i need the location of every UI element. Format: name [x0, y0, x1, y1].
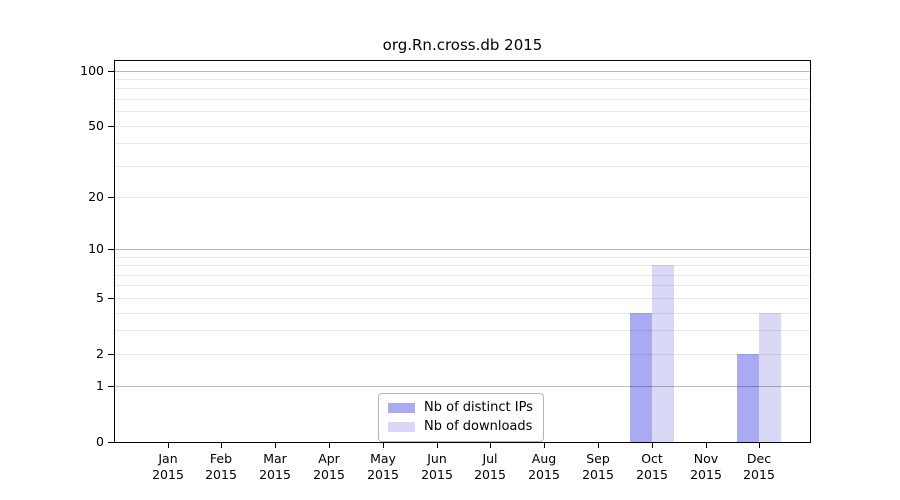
x-tick-label: Apr 2015 — [313, 451, 345, 482]
bar-downloads — [759, 312, 782, 442]
y-tick-label: 2 — [96, 346, 104, 361]
x-tick-label: Mar 2015 — [259, 451, 291, 482]
x-tick-mark — [706, 443, 707, 448]
legend-item-distinct-ips: Nb of distinct IPs — [388, 400, 533, 416]
x-tick-label: Oct 2015 — [636, 451, 668, 482]
y-tick-mark — [108, 298, 114, 299]
y-gridline — [115, 71, 810, 72]
y-gridline — [115, 197, 810, 198]
x-tick-label: Aug 2015 — [528, 451, 560, 482]
x-tick-mark — [652, 443, 653, 448]
y-gridline — [115, 298, 810, 299]
y-tick-mark — [108, 249, 114, 250]
x-tick-label: Jul 2015 — [474, 451, 506, 482]
y-gridline — [115, 257, 810, 258]
y-gridline — [115, 99, 810, 100]
y-gridline — [115, 265, 810, 266]
y-tick-label: 20 — [88, 189, 104, 204]
distinct-ips-swatch-icon — [388, 403, 415, 413]
y-tick-label: 1 — [96, 378, 104, 393]
x-tick-label: Nov 2015 — [690, 451, 722, 482]
y-tick-mark — [108, 126, 114, 127]
legend-label-downloads: Nb of downloads — [424, 419, 533, 434]
x-tick-mark — [437, 443, 438, 448]
x-tick-mark — [759, 443, 760, 448]
x-tick-mark — [544, 443, 545, 448]
downloads-swatch-icon — [388, 422, 415, 432]
y-tick-label: 5 — [96, 290, 104, 305]
y-gridline — [115, 166, 810, 167]
legend-label-distinct-ips: Nb of distinct IPs — [424, 400, 533, 415]
x-tick-mark — [329, 443, 330, 448]
y-tick-mark — [108, 386, 114, 387]
y-gridline — [115, 79, 810, 80]
x-tick-mark — [598, 443, 599, 448]
y-tick-mark — [108, 197, 114, 198]
bar-distinct-ips — [737, 353, 760, 442]
y-tick-mark — [108, 442, 114, 443]
y-gridline — [115, 111, 810, 112]
y-gridline — [115, 88, 810, 89]
y-gridline — [115, 386, 810, 387]
y-gridline — [115, 126, 810, 127]
chart-title: org.Rn.cross.db 2015 — [382, 36, 543, 54]
y-gridline — [115, 143, 810, 144]
y-gridline — [115, 275, 810, 276]
y-tick-mark — [108, 71, 114, 72]
bar-distinct-ips — [629, 312, 652, 442]
bar-downloads — [651, 265, 674, 442]
legend-item-downloads: Nb of downloads — [388, 419, 533, 435]
y-tick-mark — [108, 354, 114, 355]
y-tick-label: 0 — [96, 434, 104, 449]
x-tick-mark — [221, 443, 222, 448]
y-gridline — [115, 330, 810, 331]
x-tick-label: Dec 2015 — [743, 451, 775, 482]
legend: Nb of distinct IPs Nb of downloads — [378, 393, 544, 442]
x-tick-label: Sep 2015 — [582, 451, 614, 482]
x-tick-label: Jan 2015 — [152, 451, 184, 482]
y-gridline — [115, 285, 810, 286]
x-tick-mark — [168, 443, 169, 448]
x-tick-label: May 2015 — [367, 451, 399, 482]
y-tick-label: 10 — [88, 241, 104, 256]
plot-area — [114, 60, 811, 443]
y-gridline — [115, 313, 810, 314]
x-tick-mark — [275, 443, 276, 448]
x-tick-label: Jun 2015 — [421, 451, 453, 482]
y-tick-label: 50 — [88, 118, 104, 133]
y-gridline — [115, 354, 810, 355]
y-gridline — [115, 249, 810, 250]
x-tick-mark — [490, 443, 491, 448]
x-tick-mark — [383, 443, 384, 448]
y-tick-label: 100 — [80, 63, 104, 78]
x-tick-label: Feb 2015 — [205, 451, 237, 482]
